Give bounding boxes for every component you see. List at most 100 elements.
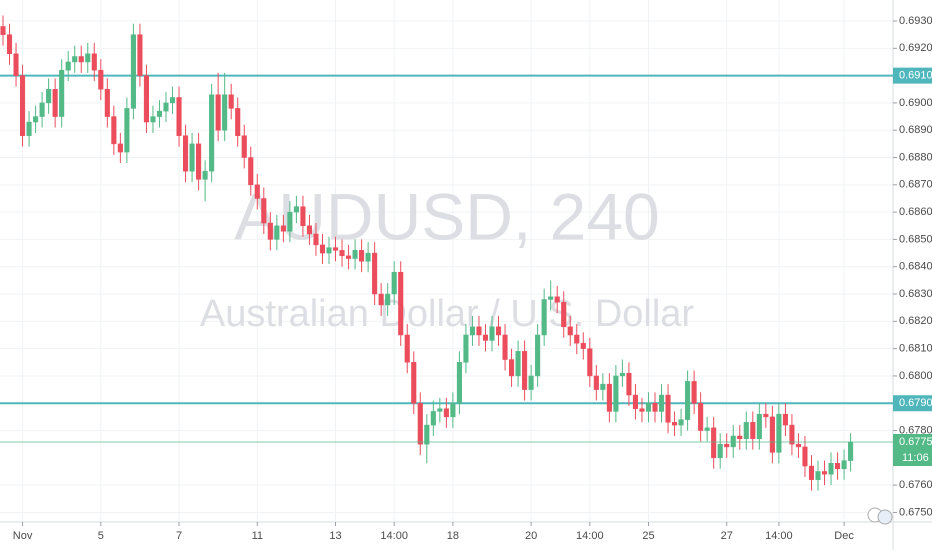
candle-body <box>665 394 671 423</box>
candle-body <box>456 362 462 404</box>
candle-body <box>26 121 32 136</box>
candle-body <box>215 94 221 131</box>
x-tick-label: 18 <box>447 530 459 542</box>
candle-body <box>46 89 52 104</box>
candle-body <box>228 94 234 109</box>
candle-body <box>756 413 762 439</box>
x-tick-label: 5 <box>98 530 104 542</box>
candle-body <box>639 408 645 412</box>
candle-body <box>398 271 404 336</box>
candle-body <box>535 334 541 377</box>
candle-body <box>841 460 847 470</box>
watermark-description: Australian Dollar / U.S. Dollar <box>200 293 695 335</box>
candle-body <box>150 116 156 123</box>
x-tick-label: 14:00 <box>576 530 604 542</box>
x-tick-label: 14:00 <box>765 530 793 542</box>
candle-body <box>815 471 821 480</box>
flag-icon <box>877 509 893 525</box>
candle-body <box>417 402 423 445</box>
candle-body <box>528 375 534 390</box>
candle-body <box>326 247 332 254</box>
candle-body <box>261 198 267 224</box>
candle-body <box>78 56 84 63</box>
candle-body <box>711 427 717 459</box>
candle-body <box>235 108 241 136</box>
candles <box>0 15 854 491</box>
candle-body <box>802 446 808 467</box>
x-tick-label: 25 <box>642 530 654 542</box>
last-price-bg <box>893 434 932 467</box>
level-label-bg <box>893 395 932 412</box>
candle-body <box>117 143 123 153</box>
candle-body <box>580 342 586 349</box>
candle-body <box>274 225 280 240</box>
candle-body <box>495 326 502 336</box>
candle-body <box>176 97 182 136</box>
candle-body <box>359 250 365 262</box>
candle-body <box>411 362 417 404</box>
candle-body <box>737 435 743 439</box>
candle-body <box>691 381 697 404</box>
candle-body <box>183 135 189 172</box>
candle-body <box>613 375 619 412</box>
candle-body <box>385 293 391 306</box>
x-tick-label: 13 <box>329 530 341 542</box>
candle-body <box>724 443 730 448</box>
candle-body <box>378 293 384 306</box>
candle-body <box>39 102 45 117</box>
candle-body <box>156 110 163 117</box>
candle-body <box>85 53 91 63</box>
candle-body <box>6 34 13 55</box>
candle-body <box>522 351 528 390</box>
candle-body <box>391 271 397 295</box>
layout-icons <box>867 507 893 525</box>
candle-body <box>280 225 286 232</box>
y-tick-label: 0.67500 <box>899 506 932 518</box>
candle-body <box>189 143 195 172</box>
candle-body <box>332 247 339 251</box>
candle-body <box>789 424 795 445</box>
candle-body <box>365 252 371 262</box>
candle-body <box>306 225 312 235</box>
candle-body <box>346 255 352 259</box>
candle-body <box>509 359 515 377</box>
candle-body <box>372 252 378 295</box>
candle-body <box>248 157 254 186</box>
candle-body <box>782 413 788 426</box>
candle-body <box>541 299 547 336</box>
candle-body <box>98 69 104 90</box>
candle-body <box>313 233 319 246</box>
x-tick-label: 20 <box>525 530 537 542</box>
candle-body <box>476 326 482 336</box>
candle-body <box>848 441 854 461</box>
candle-body <box>196 143 202 180</box>
candle-body <box>319 244 326 254</box>
level-label-bg <box>893 67 932 84</box>
candle-body <box>91 53 97 71</box>
candle-body <box>593 375 599 390</box>
candle-body <box>678 419 684 426</box>
candle-body <box>352 250 358 259</box>
candle-body <box>743 422 749 439</box>
candle-body <box>769 416 775 453</box>
candle-body <box>685 381 691 420</box>
candle-body <box>104 89 110 117</box>
x-tick-label: 11 <box>252 530 263 542</box>
x-tick-label: 27 <box>721 530 733 542</box>
candle-body <box>548 296 554 300</box>
candle-body <box>72 56 78 63</box>
candle-body <box>574 334 580 344</box>
candle-body <box>469 326 475 336</box>
candle-body <box>254 184 260 199</box>
candle-body <box>404 334 410 363</box>
